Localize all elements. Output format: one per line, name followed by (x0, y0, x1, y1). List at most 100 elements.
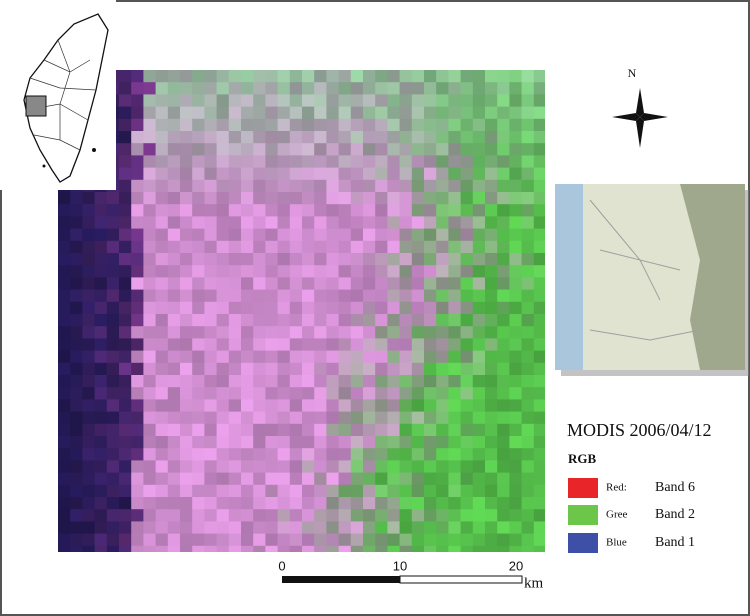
pixel (302, 155, 315, 168)
pixel (461, 399, 474, 412)
pixel (265, 131, 278, 144)
pixel (363, 253, 376, 266)
pixel (424, 131, 437, 144)
pixel (229, 436, 242, 449)
pixel (278, 375, 291, 388)
pixel (253, 192, 266, 205)
pixel (522, 375, 535, 388)
pixel (387, 265, 400, 278)
pixel (363, 204, 376, 217)
pixel (290, 180, 303, 193)
pixel (326, 521, 339, 534)
pixel (180, 143, 193, 156)
pixel (473, 107, 486, 120)
pixel (290, 509, 303, 522)
pixel (351, 485, 364, 498)
pixel (278, 229, 291, 242)
pixel (461, 326, 474, 339)
pixel (339, 534, 352, 547)
pixel (204, 180, 217, 193)
pixel (156, 229, 169, 242)
pixel (534, 70, 545, 83)
pixel (522, 424, 535, 437)
pixel (375, 241, 388, 254)
pixel (290, 143, 303, 156)
pixel (229, 131, 242, 144)
pixel (473, 119, 486, 132)
pixel (412, 70, 425, 83)
pixel (326, 338, 339, 351)
pixel (204, 521, 217, 534)
pixel (375, 302, 388, 315)
pixel (82, 338, 95, 351)
pixel (339, 94, 352, 107)
pixel (314, 70, 327, 83)
pixel (131, 473, 144, 486)
pixel (217, 338, 230, 351)
pixel (485, 241, 498, 254)
pixel (485, 509, 498, 522)
pixel (119, 534, 132, 547)
pixel (217, 168, 230, 181)
pixel (436, 338, 449, 351)
pixel (448, 143, 461, 156)
pixel (363, 326, 376, 339)
pixel (387, 412, 400, 425)
pixel (180, 509, 193, 522)
pixel (204, 314, 217, 327)
pixel (497, 338, 510, 351)
pixel (461, 387, 474, 400)
pixel (119, 521, 132, 534)
pixel (168, 412, 181, 425)
pixel (107, 290, 120, 303)
pixel (534, 216, 545, 229)
pixel (473, 473, 486, 486)
pixel (461, 94, 474, 107)
pixel (473, 216, 486, 229)
pixel (387, 168, 400, 181)
pixel (509, 143, 522, 156)
pixel (326, 314, 339, 327)
pixel (107, 399, 120, 412)
pixel (436, 326, 449, 339)
pixel (436, 229, 449, 242)
pixel (302, 107, 315, 120)
pixel (351, 143, 364, 156)
pixel (448, 241, 461, 254)
pixel (497, 241, 510, 254)
pixel (70, 192, 83, 205)
pixel (156, 412, 169, 425)
pixel (497, 143, 510, 156)
pixel (204, 155, 217, 168)
pixel (290, 375, 303, 388)
pixel (424, 497, 437, 510)
pixel (436, 241, 449, 254)
pixel (436, 351, 449, 364)
pixel (131, 399, 144, 412)
pixel (473, 168, 486, 181)
pixel (265, 302, 278, 315)
pixel (448, 546, 461, 552)
pixel (217, 473, 230, 486)
pixel (131, 168, 144, 181)
pixel (241, 265, 254, 278)
green-swatch (568, 505, 598, 525)
pixel (436, 363, 449, 376)
pixel (339, 192, 352, 205)
pixel (461, 192, 474, 205)
pixel (473, 387, 486, 400)
pixel (314, 277, 327, 290)
pixel (314, 521, 327, 534)
island (43, 165, 46, 168)
pixel (351, 253, 364, 266)
pixel (253, 70, 266, 83)
pixel (156, 399, 169, 412)
pixel (290, 229, 303, 242)
pixel (485, 399, 498, 412)
pixel (241, 509, 254, 522)
pixel (448, 94, 461, 107)
pixel (534, 253, 545, 266)
pixel (424, 387, 437, 400)
pixel (107, 546, 120, 552)
pixel (339, 131, 352, 144)
